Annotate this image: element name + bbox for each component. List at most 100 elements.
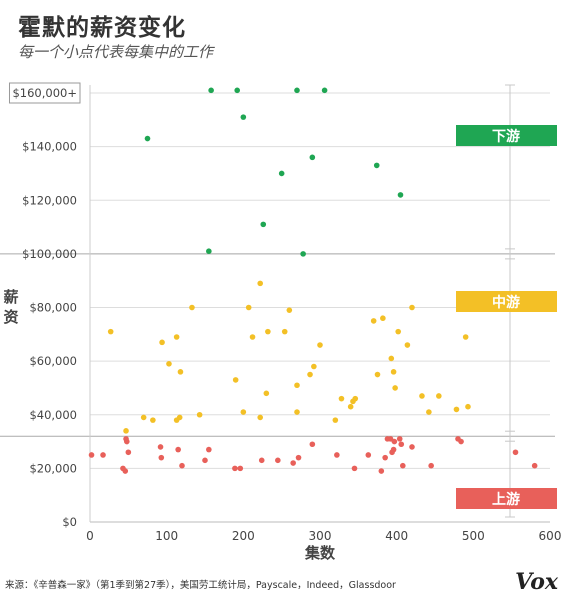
data-point bbox=[400, 462, 406, 469]
data-point bbox=[392, 385, 398, 391]
data-point bbox=[140, 414, 147, 421]
data-point bbox=[398, 441, 405, 448]
y-tick-label: $0 bbox=[62, 515, 77, 529]
data-point bbox=[426, 409, 432, 415]
data-point bbox=[202, 457, 208, 464]
data-point bbox=[175, 446, 181, 453]
data-point bbox=[294, 409, 300, 415]
data-point bbox=[286, 307, 293, 313]
data-point bbox=[177, 369, 184, 375]
data-point bbox=[378, 468, 385, 474]
legend-box bbox=[456, 291, 557, 312]
data-point bbox=[88, 452, 95, 458]
data-point bbox=[380, 315, 386, 322]
data-point bbox=[332, 417, 339, 423]
legend-label: 下游 bbox=[492, 128, 520, 145]
data-point bbox=[249, 334, 256, 340]
data-point bbox=[396, 436, 403, 442]
x-tick-label: 100 bbox=[155, 529, 178, 543]
data-point bbox=[281, 328, 288, 335]
data-point bbox=[290, 460, 296, 466]
data-point bbox=[409, 444, 415, 450]
data-point bbox=[206, 446, 212, 453]
data-point bbox=[144, 135, 151, 142]
axis-layer: $0 $20,000 $40,000 $60,000 $80,000 $100,000 $1… bbox=[3, 82, 562, 562]
chart-subtitle: 每一个小点代表每集中的工作 bbox=[18, 43, 214, 61]
data-point bbox=[309, 154, 316, 161]
data-point bbox=[453, 406, 460, 413]
data-point bbox=[321, 87, 328, 94]
vox-logo: Vox bbox=[515, 569, 558, 595]
data-point bbox=[294, 382, 300, 389]
data-point bbox=[347, 403, 354, 410]
data-point bbox=[395, 328, 402, 335]
data-point bbox=[317, 342, 323, 348]
data-point bbox=[374, 371, 381, 378]
point-layer bbox=[88, 87, 538, 474]
legend-box bbox=[456, 125, 557, 146]
data-point bbox=[240, 114, 247, 120]
x-tick-label: 400 bbox=[385, 529, 408, 543]
data-point bbox=[123, 428, 129, 434]
y-tick-label: $140,000 bbox=[22, 140, 77, 154]
data-point bbox=[352, 395, 359, 402]
grid-layer bbox=[0, 85, 555, 523]
data-point bbox=[265, 328, 271, 335]
data-point bbox=[391, 438, 398, 445]
x-tick-label: 200 bbox=[232, 529, 255, 543]
y-tick-label: $160,000+ bbox=[12, 86, 77, 100]
data-point bbox=[157, 444, 164, 450]
data-point bbox=[512, 449, 519, 456]
data-point bbox=[124, 438, 130, 445]
data-point bbox=[278, 170, 285, 177]
data-point bbox=[100, 452, 106, 458]
data-point bbox=[338, 395, 345, 402]
data-point bbox=[531, 462, 538, 469]
data-point bbox=[404, 342, 411, 348]
source-footer: 来源：《辛普森一家》（第1季到第27季），美国劳工统计局，Payscale，In… bbox=[5, 580, 396, 591]
data-point bbox=[107, 328, 114, 335]
data-point bbox=[150, 417, 156, 423]
legend-label: 上游 bbox=[492, 491, 520, 508]
data-point bbox=[390, 369, 397, 375]
x-tick-label: 600 bbox=[539, 529, 562, 543]
data-point bbox=[125, 449, 132, 456]
data-point bbox=[382, 454, 388, 461]
data-point bbox=[365, 452, 372, 458]
data-point bbox=[158, 454, 165, 461]
data-point bbox=[465, 403, 471, 410]
data-point bbox=[409, 304, 415, 311]
y-tick-label: $120,000 bbox=[22, 193, 77, 207]
data-point bbox=[436, 393, 442, 399]
data-point bbox=[294, 87, 300, 94]
data-point bbox=[173, 334, 180, 340]
data-point bbox=[122, 468, 129, 474]
legend-label: 中游 bbox=[492, 294, 520, 311]
data-point bbox=[397, 192, 404, 198]
data-point bbox=[240, 409, 247, 415]
y-tick-label-box bbox=[8, 82, 81, 104]
data-point bbox=[232, 377, 239, 383]
chart-title: 霍默的薪资变化 bbox=[18, 15, 186, 41]
data-point bbox=[196, 411, 203, 418]
data-point bbox=[258, 457, 265, 464]
data-point bbox=[370, 318, 377, 324]
data-point bbox=[388, 355, 395, 362]
data-point bbox=[234, 87, 240, 94]
y-tick-label: $40,000 bbox=[29, 408, 77, 422]
data-point bbox=[458, 438, 464, 445]
data-point bbox=[179, 462, 185, 469]
data-point bbox=[260, 221, 267, 228]
data-point bbox=[373, 162, 380, 169]
y-axis-title-char: 资 bbox=[3, 308, 18, 326]
data-point bbox=[245, 304, 252, 311]
data-point bbox=[390, 446, 397, 453]
data-point bbox=[311, 363, 317, 370]
x-tick-label: 300 bbox=[309, 529, 332, 543]
y-tick-label: $60,000 bbox=[29, 354, 77, 368]
data-point bbox=[208, 87, 214, 94]
legend-box bbox=[456, 488, 557, 509]
x-axis-title: 集数 bbox=[304, 544, 336, 562]
